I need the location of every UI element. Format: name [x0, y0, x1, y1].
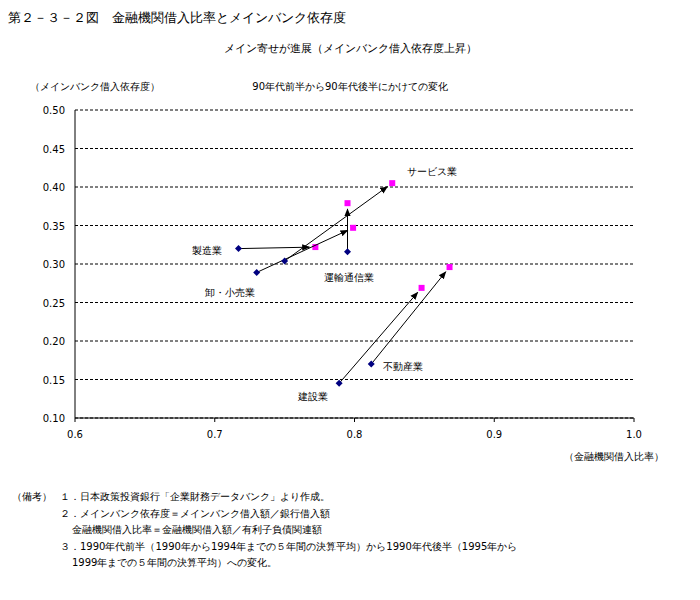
- series-label: サービス業: [407, 166, 457, 177]
- point-square: [447, 264, 453, 270]
- y-tick-label: 0.15: [43, 375, 65, 386]
- point-square: [345, 200, 351, 206]
- x-tick: [75, 418, 76, 422]
- note: 金融機関借入比率＝金融機関借入額／有利子負債関連額: [72, 524, 322, 535]
- x-tick-label: 0.6: [67, 429, 83, 440]
- change-arrow: [371, 272, 445, 364]
- note: ３．1990年代前半（1990年から1994年までの５年間の決算平均）から199…: [60, 541, 517, 552]
- note: 1999年までの５年間の決算平均）への変化。: [72, 557, 277, 568]
- x-axis: [75, 418, 634, 419]
- x-tick-label: 0.9: [486, 429, 502, 440]
- point-diamond: [344, 248, 351, 255]
- note: ２．メインバンク依存度＝メインバンク借入額／銀行借入額: [60, 508, 330, 519]
- point-square: [389, 180, 395, 186]
- grid-line: [75, 418, 634, 419]
- change-arrow: [285, 187, 388, 261]
- change-arrow: [257, 230, 348, 272]
- caption: 90年代前半から90年代後半にかけての変化: [252, 81, 447, 92]
- point-diamond: [235, 245, 242, 252]
- y-tick-label: 0.25: [43, 298, 65, 309]
- series-label: 運輸通信業: [324, 272, 374, 283]
- grid-line: [75, 187, 634, 188]
- title: 第２－３－２図 金融機関借入比率とメインバンク依存度: [8, 10, 346, 25]
- point-diamond: [253, 269, 260, 276]
- y-tick-label: 0.40: [43, 182, 65, 193]
- x-tick-label: 1.0: [626, 429, 642, 440]
- series-label: 建設業: [297, 391, 328, 402]
- point-square: [350, 225, 356, 231]
- labels: 製造業卸・小売業 サービス業運輸通信業建設業 不動産業: [192, 166, 458, 402]
- x-axis-label: （金融機関借入比率）: [564, 451, 664, 462]
- plot-area: [235, 180, 453, 387]
- point-diamond: [368, 361, 375, 368]
- series-label: 卸・小売業: [205, 287, 255, 298]
- grid-line: [75, 341, 634, 342]
- x-tick: [214, 418, 215, 422]
- series-label: 製造業: [192, 245, 222, 256]
- y-tick-label: 0.30: [43, 259, 65, 270]
- y-tick-label: 0.35: [43, 221, 65, 232]
- change-arrow: [347, 209, 348, 252]
- y-tick-label: 0.20: [43, 336, 65, 347]
- grid-line: [75, 379, 634, 380]
- point-square: [419, 285, 425, 291]
- note: １．日本政策投資銀行「企業財務データバンク」より作成。: [60, 491, 330, 502]
- y-tick-label: 0.10: [43, 413, 65, 424]
- notes-heading: （備考）: [12, 491, 52, 502]
- y-tick-label: 0.50: [43, 105, 65, 116]
- chart: 第２－３－２図 金融機関借入比率とメインバンク依存度メイン寄せが進展（メインバン…: [0, 0, 700, 600]
- x-tick: [634, 418, 635, 422]
- series-label: 不動産業: [383, 361, 423, 372]
- x-tick: [494, 418, 495, 422]
- x-tick-label: 0.8: [347, 429, 363, 440]
- x-tick-label: 0.7: [207, 429, 223, 440]
- change-arrow: [239, 247, 310, 248]
- grid-line: [75, 148, 634, 149]
- x-tick: [354, 418, 355, 422]
- y-axis: [75, 110, 76, 418]
- grid-line: [75, 264, 634, 265]
- y-axis-label: （メインバンク借入依存度）: [30, 81, 160, 92]
- point-diamond: [336, 380, 343, 387]
- subtitle: メイン寄せが進展（メインバンク借入依存度上昇）: [224, 42, 477, 55]
- grid-line: [75, 302, 634, 303]
- grid-line: [75, 110, 634, 111]
- point-diamond: [281, 257, 288, 264]
- y-tick-label: 0.45: [43, 144, 65, 155]
